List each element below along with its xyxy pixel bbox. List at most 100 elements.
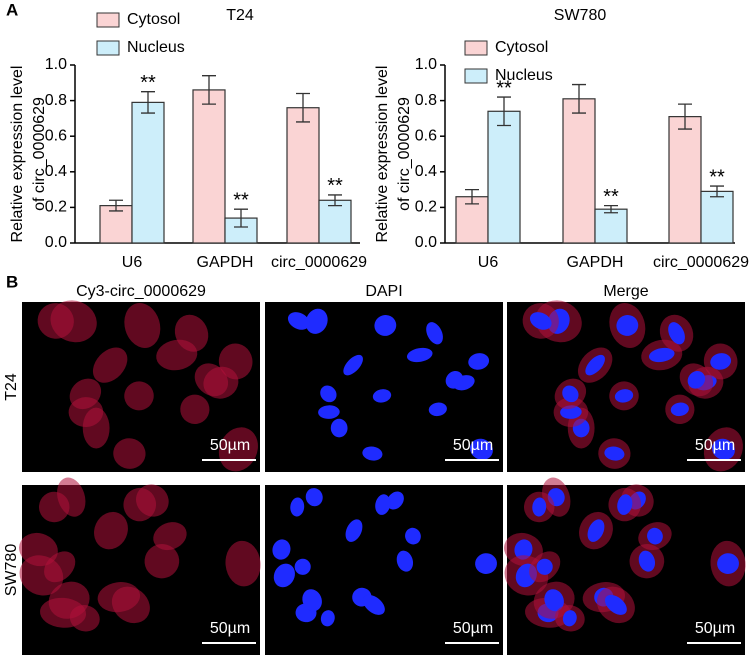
nucleus bbox=[717, 553, 739, 574]
nucleus bbox=[374, 315, 397, 336]
legend-swatch bbox=[96, 40, 120, 56]
x-tick-label: U6 bbox=[122, 254, 143, 271]
y-tick-label: 1.0 bbox=[45, 56, 67, 73]
legend-label: Nucleus bbox=[127, 39, 185, 56]
nucleus bbox=[710, 353, 732, 370]
nucleus bbox=[330, 418, 348, 438]
cytoplasm bbox=[123, 487, 157, 522]
x-tick-label: GAPDH bbox=[567, 254, 624, 271]
nucleus bbox=[475, 553, 497, 574]
cytoplasm bbox=[225, 540, 261, 587]
x-tick-label: circ_0000629 bbox=[653, 254, 749, 271]
micrograph: 50µm bbox=[507, 300, 745, 472]
x-tick-label: U6 bbox=[478, 254, 499, 271]
bar bbox=[286, 107, 320, 244]
nucleus bbox=[514, 539, 533, 560]
nucleus bbox=[532, 497, 547, 517]
nucleus bbox=[287, 312, 310, 330]
nucleus bbox=[617, 494, 633, 515]
nucleus bbox=[536, 558, 553, 575]
error-bar bbox=[710, 185, 724, 198]
y-tick-label: 0.6 bbox=[45, 127, 67, 144]
nucleus bbox=[305, 308, 328, 334]
row-label: SW780 bbox=[3, 544, 20, 597]
y-tick-label: 0.6 bbox=[415, 127, 437, 144]
y-tick-label: 1.0 bbox=[415, 56, 437, 73]
nucleus bbox=[604, 594, 627, 615]
cytoplasm bbox=[111, 586, 150, 624]
nucleus bbox=[445, 370, 464, 389]
nucleus bbox=[468, 353, 490, 370]
column-title: Merge bbox=[603, 283, 648, 300]
nucleus bbox=[294, 558, 311, 575]
nucleus bbox=[614, 389, 634, 403]
y-tick-label: 0.8 bbox=[415, 92, 437, 109]
cytoplasm bbox=[124, 381, 154, 411]
nucleus bbox=[290, 497, 305, 517]
nucleus bbox=[687, 370, 706, 389]
cytoplasm bbox=[69, 378, 102, 410]
y-tick-label: 0.4 bbox=[45, 163, 67, 180]
legend-swatch bbox=[464, 68, 488, 84]
cytoplasm bbox=[44, 551, 76, 583]
error-bar bbox=[234, 208, 248, 228]
cytoplasm bbox=[94, 511, 128, 550]
cytoplasm bbox=[38, 491, 70, 523]
nucleus bbox=[604, 446, 625, 461]
micrograph: 50µm bbox=[22, 300, 260, 472]
nucleus bbox=[529, 312, 552, 330]
scale-bar-label: 50µm bbox=[453, 437, 493, 454]
y-axis-label: Relative expression level bbox=[9, 66, 26, 243]
nucleus bbox=[469, 438, 493, 460]
cytoplasm bbox=[144, 544, 180, 579]
error-bar bbox=[141, 91, 155, 114]
cytoplasm bbox=[153, 522, 187, 551]
cytoplasm bbox=[69, 605, 100, 632]
bar bbox=[700, 190, 734, 244]
x-tick-label: circ_0000629 bbox=[271, 254, 367, 271]
error-bar bbox=[604, 204, 618, 214]
nucleus bbox=[362, 446, 383, 461]
y-axis-label: of circ_0000629 bbox=[31, 97, 48, 211]
bar bbox=[131, 101, 165, 244]
y-tick-label: 0.0 bbox=[415, 234, 437, 251]
nucleus bbox=[345, 519, 363, 542]
y-tick-label: 0.4 bbox=[415, 163, 437, 180]
nucleus bbox=[396, 550, 414, 572]
significance: ** bbox=[233, 189, 249, 211]
significance: ** bbox=[709, 166, 725, 188]
scale-bar-label: 50µm bbox=[453, 620, 493, 637]
cytoplasm bbox=[174, 314, 209, 352]
micrograph: 50µm bbox=[19, 477, 261, 655]
row-label: T24 bbox=[3, 373, 20, 401]
bar bbox=[487, 110, 521, 244]
panel-label: A bbox=[6, 0, 18, 19]
y-tick-label: 0.8 bbox=[45, 92, 67, 109]
error-bar bbox=[678, 103, 692, 130]
nucleus bbox=[320, 610, 335, 627]
nucleus bbox=[375, 494, 391, 515]
scale-bar-label: 50µm bbox=[210, 620, 250, 637]
bar bbox=[99, 205, 133, 244]
error-bar bbox=[465, 188, 479, 205]
y-tick-label: 0.0 bbox=[45, 234, 67, 251]
x-tick-label: GAPDH bbox=[197, 254, 254, 271]
nucleus bbox=[305, 488, 323, 507]
bar bbox=[192, 89, 226, 244]
nucleus bbox=[587, 519, 605, 542]
nucleus bbox=[406, 347, 433, 363]
error-bar bbox=[109, 199, 123, 212]
nucleus bbox=[428, 402, 447, 417]
legend-label: Cytosol bbox=[495, 39, 548, 56]
nucleus bbox=[318, 405, 340, 419]
nucleus bbox=[562, 610, 577, 627]
significance: ** bbox=[496, 77, 512, 99]
y-axis-label: Relative expression level bbox=[374, 66, 391, 243]
bar bbox=[318, 199, 352, 244]
significance: ** bbox=[603, 186, 619, 208]
significance: ** bbox=[327, 175, 343, 197]
significance: ** bbox=[140, 72, 156, 94]
nucleus bbox=[273, 563, 295, 588]
nucleus bbox=[302, 589, 322, 612]
